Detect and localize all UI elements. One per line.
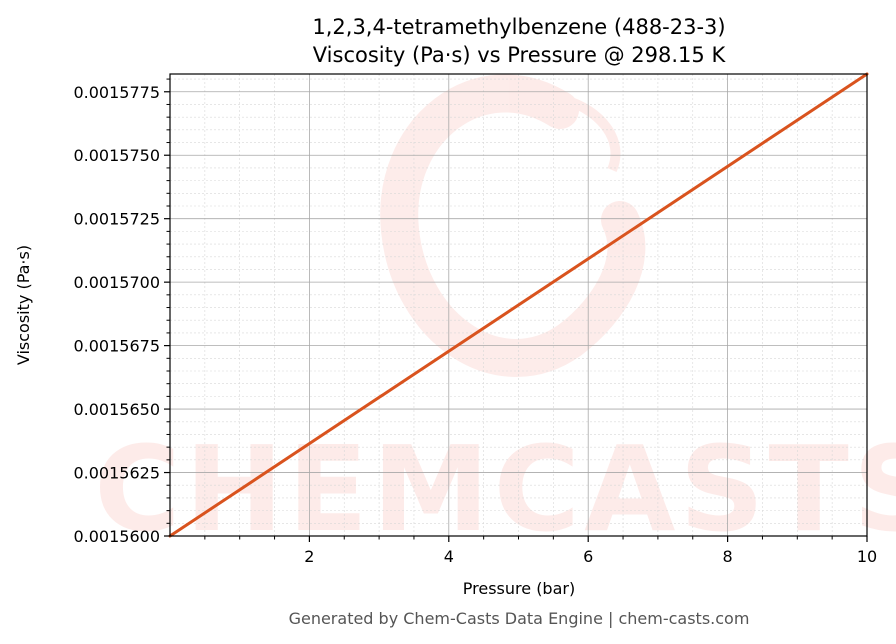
y-tick-label: 0.0015625 xyxy=(73,464,160,483)
y-tick-label: 0.0015750 xyxy=(73,146,160,165)
y-axis-ticks: 0.0015600 0.0015625 0.0015650 0.0015675 0.00… xyxy=(73,78,170,546)
x-axis-label: Pressure (bar) xyxy=(463,579,575,598)
x-tick-label: 6 xyxy=(583,547,593,566)
chart-title: 1,2,3,4-tetramethylbenzene (488-23-3) xyxy=(312,15,725,39)
y-tick-label: 0.0015600 xyxy=(73,527,160,546)
x-tick-label: 8 xyxy=(723,547,733,566)
y-tick-label: 0.0015775 xyxy=(73,83,160,102)
y-tick-label: 0.0015725 xyxy=(73,210,160,229)
series-layer xyxy=(168,72,869,538)
viscosity-series-line xyxy=(168,72,869,538)
x-tick-label: 2 xyxy=(304,547,314,566)
watermark-logo xyxy=(380,74,646,377)
watermark-text: CHEMCASTS xyxy=(94,420,896,558)
x-tick-label: 4 xyxy=(444,547,454,566)
y-axis-label: Viscosity (Pa·s) xyxy=(14,245,33,365)
y-tick-label: 0.0015675 xyxy=(73,337,160,356)
minor-grid xyxy=(170,74,867,536)
footer-credit: Generated by Chem-Casts Data Engine | ch… xyxy=(289,609,750,628)
y-tick-label: 0.0015700 xyxy=(73,273,160,292)
y-tick-label: 0.0015650 xyxy=(73,400,160,419)
x-axis-ticks: 2 4 6 8 10 xyxy=(204,536,877,566)
x-tick-label: 10 xyxy=(857,547,877,566)
chart-subtitle: Viscosity (Pa·s) vs Pressure @ 298.15 K xyxy=(313,43,727,67)
